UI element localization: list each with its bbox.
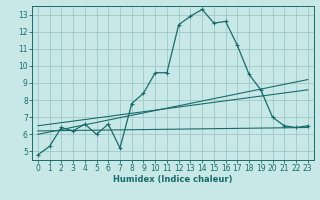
X-axis label: Humidex (Indice chaleur): Humidex (Indice chaleur) <box>113 175 233 184</box>
